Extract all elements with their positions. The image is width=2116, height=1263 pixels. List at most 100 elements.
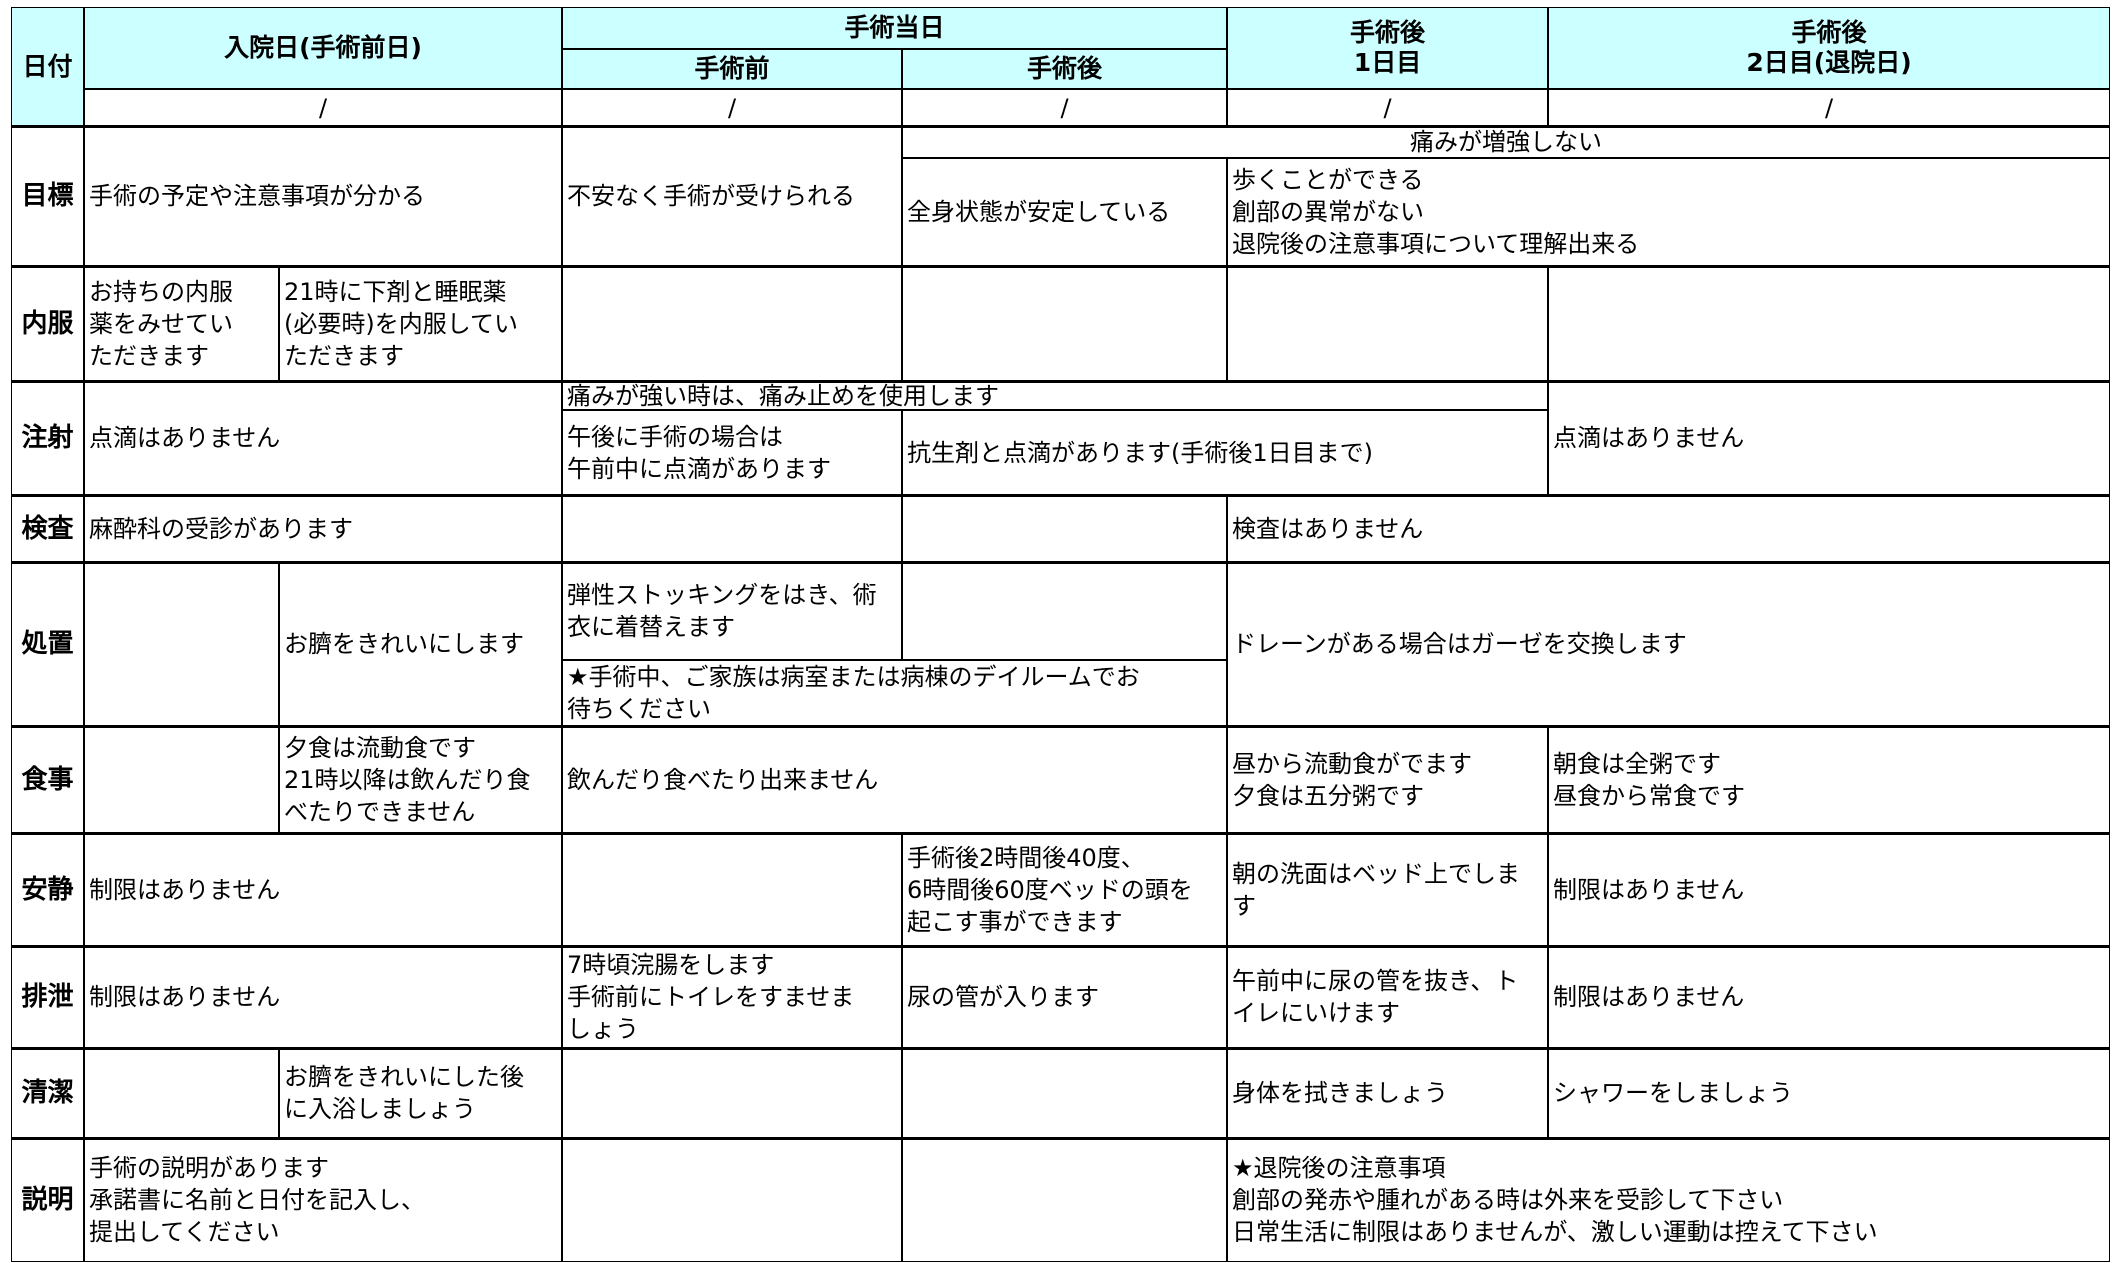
content-cell: 21時に下剤と睡眠薬 (必要時)を内服してい ただきます <box>279 266 562 381</box>
content-cell: お臍をきれいにします <box>279 562 562 726</box>
date-slash: / <box>1060 93 1069 122</box>
cell-text: 午前中に尿の管を抜き、ト <box>1232 967 1519 995</box>
content-cell: お臍をきれいにした後 に入浴しましょう <box>279 1048 562 1138</box>
header-text: 入院日(手術前日) <box>224 33 422 62</box>
cell-text: 起こす事ができます <box>907 907 1123 936</box>
cell-text: 衣に着替えます <box>567 613 735 641</box>
row-label: 注射 <box>21 423 74 453</box>
content-cell: 麻酔科の受診があります <box>84 495 562 562</box>
cell-text: 制限はありません <box>89 875 281 904</box>
date-cell: / <box>1227 89 1548 126</box>
date-slash: / <box>318 93 328 122</box>
cell-text: ドレーンがある場合はガーゼを交換します <box>1232 630 1687 658</box>
empty-cell <box>562 1048 902 1138</box>
content-cell: 痛みが強い時は、痛み止めを使用します <box>562 381 1548 410</box>
cell-text: 21時に下剤と睡眠薬 <box>284 277 507 306</box>
header-cell: 手術当日 <box>562 7 1227 49</box>
cell-text: 尿の管が入ります <box>907 983 1099 1011</box>
cell-text: 朝の洗面はベッド上でしま <box>1232 859 1520 888</box>
row-label-cell: 食事 <box>11 726 84 833</box>
empty-cell <box>84 726 279 833</box>
cell-text: 6時間後60度ベッドの頭を <box>907 875 1193 904</box>
cell-text: イレにいけます <box>1232 999 1400 1027</box>
cell-text: 麻酔科の受診があります <box>89 514 353 543</box>
row-divider <box>11 125 2110 128</box>
cell-text: (必要時)を内服してい <box>284 309 519 338</box>
content-cell: 7時頃浣腸をします 手術前にトイレをすませま しょう <box>562 946 902 1048</box>
cell-text: 抗生剤と点滴があります(手術後1日目まで) <box>907 438 1373 467</box>
cell-text: 検査はありません <box>1232 514 1424 543</box>
row-label: 安静 <box>21 874 74 905</box>
row-label-cell: 説明 <box>11 1138 84 1262</box>
cell-text: 点滴はありません <box>1553 424 1745 452</box>
empty-cell <box>902 1138 1227 1262</box>
header-text: 手術当日 <box>844 13 945 42</box>
row-label-cell: 清潔 <box>11 1048 84 1138</box>
content-cell: 不安なく手術が受けられる <box>562 126 902 266</box>
cell-text: 21時以降は飲んだり食 <box>284 765 531 794</box>
cell-text: 痛みが増強しない <box>1410 128 1602 156</box>
content-cell: 手術後2時間後40度、 6時間後60度ベッドの頭を 起こす事ができます <box>902 833 1227 946</box>
row-label-cell: 目標 <box>11 126 84 266</box>
cell-text: お臍をきれいにした後 <box>284 1063 524 1091</box>
empty-cell <box>902 495 1227 562</box>
cell-text: 退院後の注意事項について理解出来る <box>1232 230 1640 258</box>
cell-text: 痛みが強い時は、痛み止めを使用します <box>567 381 999 410</box>
header-cell: 手術後 1日目 <box>1227 7 1548 89</box>
header-text: 手術後 <box>1349 18 1425 47</box>
cell-text: べたりできません <box>284 797 476 826</box>
cell-text: シャワーをしましょう <box>1553 1079 1793 1107</box>
cell-text: 手術後2時間後40度、 <box>907 843 1145 872</box>
cell-text: 午後に手術の場合は <box>567 422 783 451</box>
cell-text: 午前中に点滴があります <box>567 454 831 483</box>
cell-text: 手術の予定や注意事項が分かる <box>89 182 425 210</box>
row-divider <box>11 380 2110 383</box>
cell-text: 身体を拭きましょう <box>1232 1079 1448 1107</box>
content-cell: 朝の洗面はベッド上でします <box>1227 833 1548 946</box>
row-label: 検査 <box>21 513 74 544</box>
header-text: 1日目 <box>1353 48 1422 77</box>
cell-text: 提出してください <box>89 1218 280 1246</box>
row-label-cell: 内服 <box>11 266 84 381</box>
empty-cell <box>562 1138 902 1262</box>
row-label: 処置 <box>21 629 74 659</box>
date-slash: / <box>1383 93 1392 122</box>
content-cell: 全身状態が安定している <box>902 158 1227 266</box>
date-cell: / <box>1548 89 2110 126</box>
date-slash: / <box>1824 93 1834 122</box>
row-label-cell: 排泄 <box>11 946 84 1048</box>
content-cell: 制限はありません <box>1548 946 2110 1048</box>
cell-text: しょう <box>567 1015 639 1043</box>
row-divider <box>11 561 2110 564</box>
row-label: 目標 <box>21 181 74 211</box>
content-cell: 検査はありません <box>1227 495 2110 562</box>
cell-text: 飲んだり食べたり出来ません <box>567 765 879 794</box>
content-cell: 午前中に尿の管を抜き、ト イレにいけます <box>1227 946 1548 1048</box>
content-cell: 尿の管が入ります <box>902 946 1227 1048</box>
row-divider <box>11 494 2110 497</box>
cell-text: 創部の異常がない <box>1232 198 1424 226</box>
empty-cell <box>562 495 902 562</box>
content-cell: お持ちの内服 薬をみせてい ただきます <box>84 266 279 381</box>
row-label-cell: 注射 <box>11 381 84 495</box>
empty-cell <box>562 266 902 381</box>
content-cell: ドレーンがある場合はガーゼを交換します <box>1227 562 2110 726</box>
header-text: 手術前 <box>694 54 770 83</box>
date-label-cell: 日付 <box>11 7 84 126</box>
content-cell: 昼から流動食がでます 夕食は五分粥です <box>1227 726 1548 833</box>
row-label: 清潔 <box>21 1078 74 1108</box>
cell-text: ★手術中、ご家族は病室または病棟のデイルームでお <box>567 663 1140 691</box>
header-cell: 入院日(手術前日) <box>84 7 562 89</box>
date-cell: / <box>562 89 902 126</box>
cell-text: 夕食は五分粥です <box>1232 781 1424 810</box>
cell-text: 歩くことができる <box>1232 166 1424 194</box>
content-cell: 夕食は流動食です 21時以降は飲んだり食 べたりできません <box>279 726 562 833</box>
content-cell: 点滴はありません <box>1548 381 2110 495</box>
empty-cell <box>902 266 1227 381</box>
cell-text: 制限はありません <box>1553 983 1745 1011</box>
row-divider <box>11 1137 2110 1140</box>
header-text: 2日目(退院日) <box>1746 48 1912 77</box>
cell-text: 不安なく手術が受けられる <box>567 182 855 210</box>
